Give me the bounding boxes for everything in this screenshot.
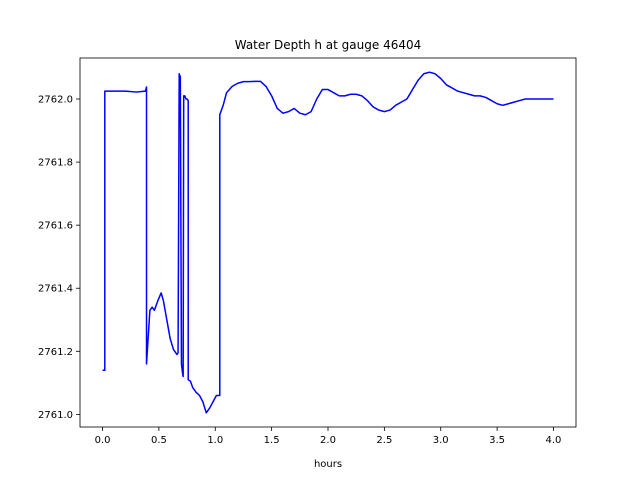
- y-axis: 2761.0 2761.2 2761.4 2761.6 2761.8 2762.0: [38, 95, 80, 421]
- x-tick-label: 0.0: [95, 435, 111, 446]
- chart-title: Water Depth h at gauge 46404: [235, 38, 422, 52]
- x-tick-label: 1.0: [207, 435, 223, 446]
- x-axis-label: hours: [314, 459, 342, 470]
- x-tick-label: 2.0: [320, 435, 336, 446]
- x-tick-label: 3.5: [489, 435, 505, 446]
- y-tick-label: 2761.8: [38, 158, 73, 169]
- x-tick-label: 4.0: [546, 435, 562, 446]
- y-tick-label: 2762.0: [38, 95, 73, 106]
- series-line-0: [102, 71, 554, 414]
- y-tick-label: 2761.6: [38, 221, 73, 232]
- x-tick-label: 1.5: [264, 435, 280, 446]
- y-tick-label: 2761.0: [38, 410, 73, 421]
- y-tick-label: 2761.2: [38, 347, 73, 358]
- x-tick-label: 2.5: [376, 435, 392, 446]
- y-tick-label: 2761.4: [38, 284, 73, 295]
- x-tick-label: 3.0: [433, 435, 449, 446]
- x-axis: 0.0 0.5 1.0 1.5 2.0 2.5 3.0 3.5 4.0: [95, 427, 562, 446]
- x-tick-label: 0.5: [151, 435, 167, 446]
